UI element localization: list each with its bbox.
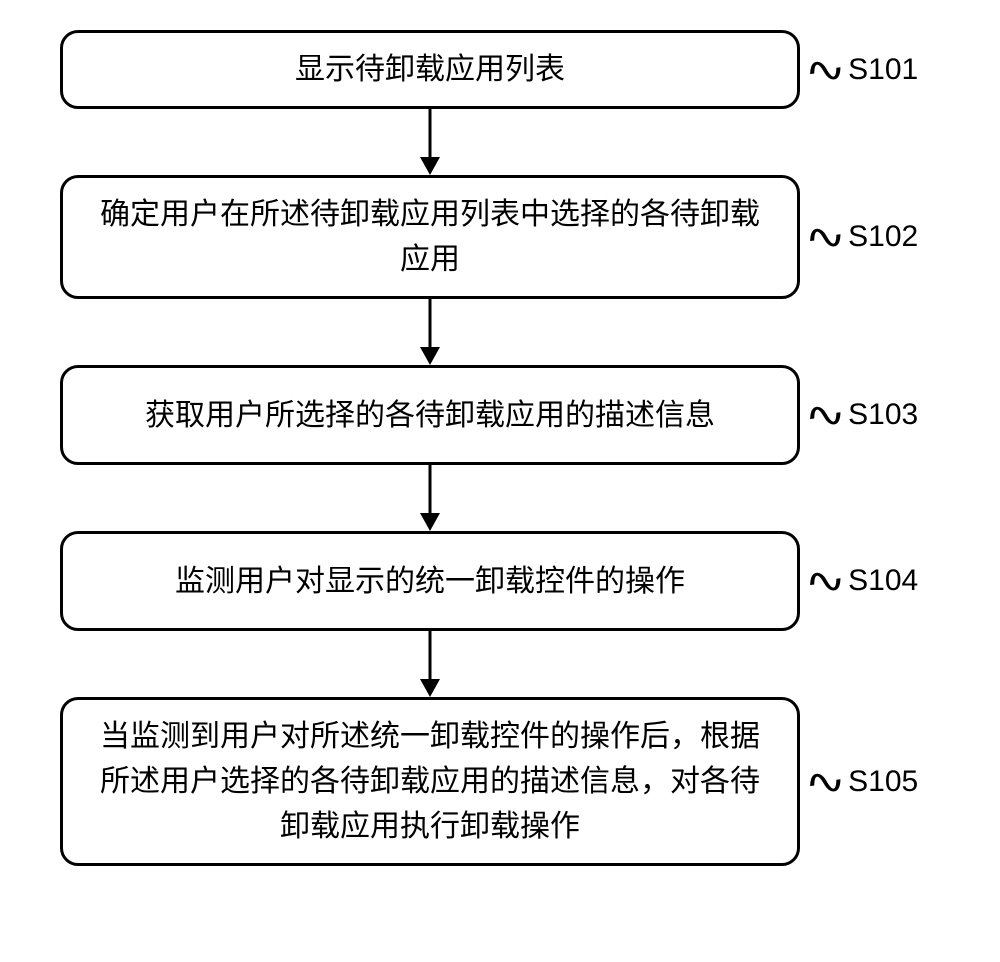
step-text-5: 当监测到用户对所述统一卸载控件的操作后，根据所述用户选择的各待卸载应用的描述信息… — [100, 714, 760, 849]
step-label-wrap-4: ∿ S104 — [810, 563, 918, 599]
tilde-icon: ∿ — [800, 561, 850, 602]
step-label-wrap-2: ∿ S102 — [810, 219, 918, 255]
step-box-2: 确定用户在所述待卸载应用列表中选择的各待卸载应用 — [60, 175, 800, 299]
step-text-4: 监测用户对显示的统一卸载控件的操作 — [175, 559, 685, 604]
step-text-2: 确定用户在所述待卸载应用列表中选择的各待卸载应用 — [100, 192, 760, 282]
step-label-wrap-5: ∿ S105 — [810, 764, 918, 800]
step-box-1: 显示待卸载应用列表 — [60, 30, 800, 109]
step-row-3: 获取用户所选择的各待卸载应用的描述信息 ∿ S103 — [60, 365, 940, 465]
arrow-down-icon — [410, 299, 450, 365]
step-row-1: 显示待卸载应用列表 ∿ S101 — [60, 30, 940, 109]
step-row-4: 监测用户对显示的统一卸载控件的操作 ∿ S104 — [60, 531, 940, 631]
tilde-icon: ∿ — [800, 395, 850, 436]
arrow-down-icon — [410, 631, 450, 697]
step-text-1: 显示待卸载应用列表 — [295, 47, 565, 92]
step-label-4: S104 — [848, 564, 918, 598]
arrow-down-icon — [410, 465, 450, 531]
step-box-5: 当监测到用户对所述统一卸载控件的操作后，根据所述用户选择的各待卸载应用的描述信息… — [60, 697, 800, 866]
arrow-down-icon — [410, 109, 450, 175]
tilde-icon: ∿ — [800, 761, 850, 802]
arrow-4 — [60, 631, 800, 697]
arrow-2 — [60, 299, 800, 365]
step-box-3: 获取用户所选择的各待卸载应用的描述信息 — [60, 365, 800, 465]
step-text-3: 获取用户所选择的各待卸载应用的描述信息 — [145, 393, 715, 438]
tilde-icon: ∿ — [800, 217, 850, 258]
arrow-3 — [60, 465, 800, 531]
step-box-4: 监测用户对显示的统一卸载控件的操作 — [60, 531, 800, 631]
step-label-3: S103 — [848, 398, 918, 432]
step-label-2: S102 — [848, 220, 918, 254]
arrow-1 — [60, 109, 800, 175]
step-label-5: S105 — [848, 765, 918, 799]
step-row-5: 当监测到用户对所述统一卸载控件的操作后，根据所述用户选择的各待卸载应用的描述信息… — [60, 697, 940, 866]
tilde-icon: ∿ — [800, 49, 850, 90]
step-label-wrap-3: ∿ S103 — [810, 397, 918, 433]
step-label-wrap-1: ∿ S101 — [810, 52, 918, 88]
step-label-1: S101 — [848, 53, 918, 87]
flowchart-container: 显示待卸载应用列表 ∿ S101 确定用户在所述待卸载应用列表中选择的各待卸载应… — [60, 30, 940, 866]
step-row-2: 确定用户在所述待卸载应用列表中选择的各待卸载应用 ∿ S102 — [60, 175, 940, 299]
